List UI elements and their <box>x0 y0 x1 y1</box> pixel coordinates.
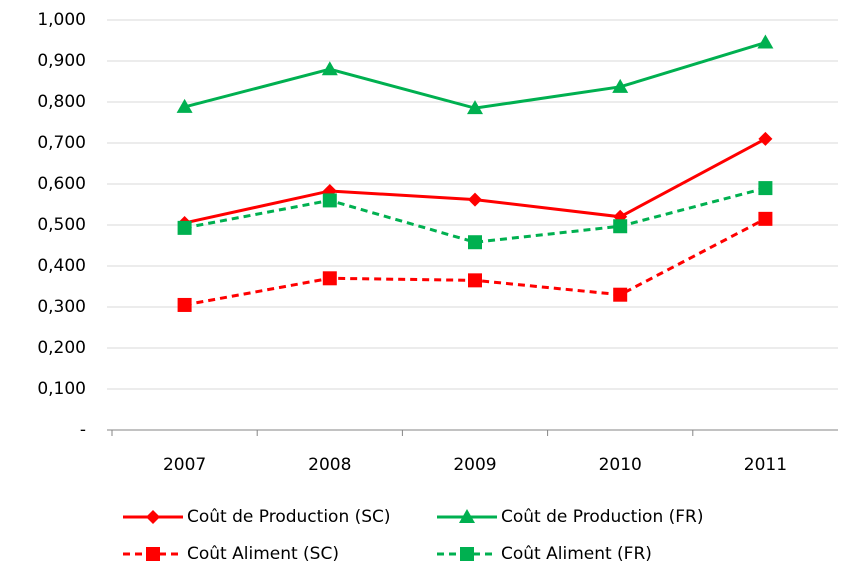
x-tick-label: 2010 <box>599 455 642 475</box>
x-tick-label: 2011 <box>744 455 787 475</box>
y-tick-label: 0,200 <box>37 338 86 358</box>
legend-label: Coût de Production (SC) <box>187 507 391 527</box>
y-tick-label: 0,300 <box>37 297 86 317</box>
series-line <box>184 186 766 244</box>
marker <box>758 211 773 226</box>
marker <box>468 273 482 288</box>
marker <box>612 78 629 93</box>
marker <box>467 100 483 115</box>
marker <box>459 509 475 523</box>
marker <box>460 547 474 561</box>
y-tick-label: 0,700 <box>37 133 86 153</box>
y-tick-label: 0,900 <box>37 51 86 71</box>
marker <box>758 131 773 146</box>
marker <box>177 297 192 312</box>
y-tick-label: - <box>80 420 86 440</box>
marker <box>321 61 338 76</box>
marker <box>176 98 193 113</box>
x-tick-label: 2009 <box>453 455 496 475</box>
y-tick-label: 0,800 <box>37 92 86 112</box>
marker <box>322 193 337 208</box>
marker <box>468 235 482 250</box>
y-tick-label: 0,600 <box>37 174 86 194</box>
x-tick-label: 2007 <box>163 455 206 475</box>
marker <box>613 287 628 302</box>
y-tick-label: 0,400 <box>37 256 86 276</box>
marker <box>757 34 774 49</box>
y-tick-label: 0,500 <box>37 215 86 235</box>
marker <box>146 547 160 561</box>
series-line <box>184 41 766 110</box>
x-tick-label: 2008 <box>308 455 351 475</box>
legend-label: Coût de Production (FR) <box>501 507 703 527</box>
marker <box>177 220 192 235</box>
legend-label: Coût Aliment (FR) <box>501 544 652 564</box>
y-tick-label: 0,100 <box>37 379 86 399</box>
series-line <box>184 217 767 307</box>
marker <box>613 219 628 234</box>
y-tick-label: 1,000 <box>37 10 86 30</box>
marker <box>758 181 773 196</box>
legend-label: Coût Aliment (SC) <box>187 544 339 564</box>
marker <box>322 271 337 286</box>
marker <box>146 510 160 524</box>
marker <box>468 192 482 207</box>
